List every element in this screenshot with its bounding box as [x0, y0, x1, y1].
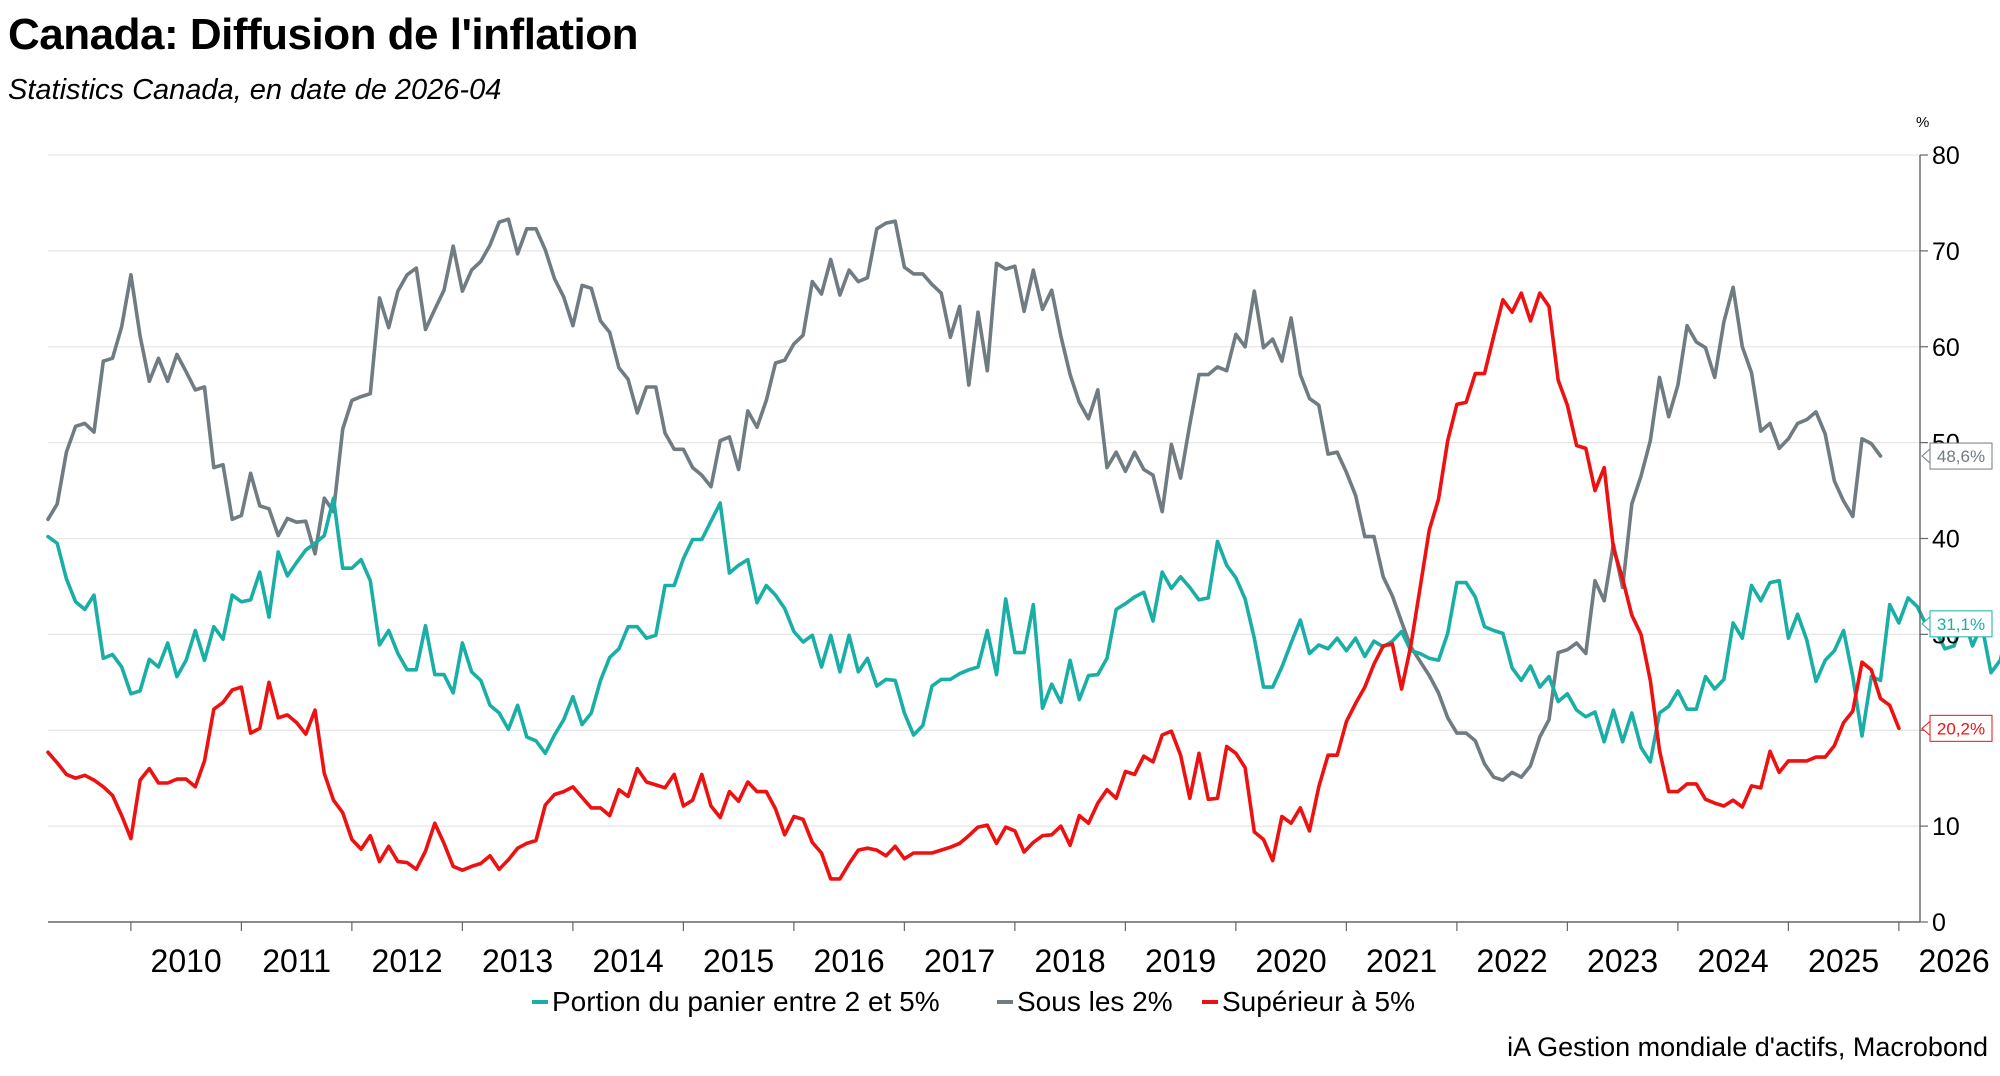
legend-label-0: Portion du panier entre 2 et 5% [552, 986, 940, 1017]
series-line-0 [46, 496, 2000, 764]
series-lines [46, 217, 2000, 881]
x-tick-label-2013: 2013 [482, 943, 553, 979]
y-tick-label-40: 40 [1932, 526, 1960, 554]
x-tick-label-2011: 2011 [262, 943, 331, 979]
end-label-text-1: 48,6% [1937, 447, 1985, 466]
x-tick-label-2016: 2016 [814, 943, 885, 979]
end-label-0: 31,1% [1921, 610, 1993, 638]
legend-item-2: Supérieur à 5% [1202, 986, 1415, 1017]
y-tick-label-0: 0 [1932, 909, 1946, 937]
end-label-2: 20,2% [1921, 714, 1993, 742]
end-label-1: 48,6% [1921, 442, 1993, 470]
end-label-text-2: 20,2% [1937, 719, 1985, 738]
x-tick-label-2020: 2020 [1256, 943, 1327, 979]
x-tick-label-2025: 2025 [1808, 943, 1879, 979]
end-label-box-1 [1929, 442, 1993, 470]
legend-label-2: Supérieur à 5% [1222, 986, 1415, 1017]
y-unit-label: % [1916, 114, 1929, 131]
end-label-pointer-2 [1921, 720, 1931, 737]
series-line-2 [46, 291, 1901, 881]
x-tick-label-2021: 2021 [1366, 943, 1437, 979]
y-tick-label-60: 60 [1932, 334, 1960, 362]
legend-item-1: Sous les 2% [997, 986, 1173, 1017]
x-tick-label-2026: 2026 [1919, 943, 1990, 979]
grid-lines [48, 154, 1920, 827]
x-tick-label-2015: 2015 [703, 943, 774, 979]
x-tick-label-2012: 2012 [372, 943, 443, 979]
end-labels: 31,1% 48,6% 20,2% [1921, 442, 1993, 742]
series-line-1 [46, 217, 1883, 782]
source-note: iA Gestion mondiale d'actifs, Macrobond [1507, 1032, 1988, 1062]
x-tick-label-2022: 2022 [1477, 943, 1548, 979]
x-tick-label-2024: 2024 [1698, 943, 1769, 979]
end-label-box-2 [1929, 714, 1993, 742]
y-axis: % 01020304050607080 [1916, 114, 1960, 937]
legend: Portion du panier entre 2 et 5% Sous les … [532, 986, 1415, 1017]
legend-label-1: Sous les 2% [1017, 986, 1173, 1017]
x-tick-label-2017: 2017 [924, 943, 995, 979]
end-label-box-0 [1929, 610, 1993, 638]
x-tick-label-2018: 2018 [1035, 943, 1106, 979]
x-tick-label-2014: 2014 [593, 943, 664, 979]
y-tick-label-10: 10 [1932, 813, 1960, 841]
x-axis: 2010 2011 2012 2013 2014 2015 2016 2017 2018 2019… [130, 922, 1990, 979]
y-tick-label-80: 80 [1932, 142, 1960, 170]
y-tick-label-70: 70 [1932, 238, 1960, 266]
x-tick-label-2023: 2023 [1587, 943, 1658, 979]
chart-subtitle: Statistics Canada, en date de 2026-04 [8, 74, 502, 106]
end-label-pointer-1 [1921, 447, 1931, 465]
x-tick-label-2019: 2019 [1145, 943, 1216, 979]
legend-item-0: Portion du panier entre 2 et 5% [532, 986, 940, 1017]
x-tick-label-2010: 2010 [151, 943, 222, 979]
chart-title: Canada: Diffusion de l'inflation [8, 10, 639, 59]
end-label-text-0: 31,1% [1937, 615, 1985, 634]
